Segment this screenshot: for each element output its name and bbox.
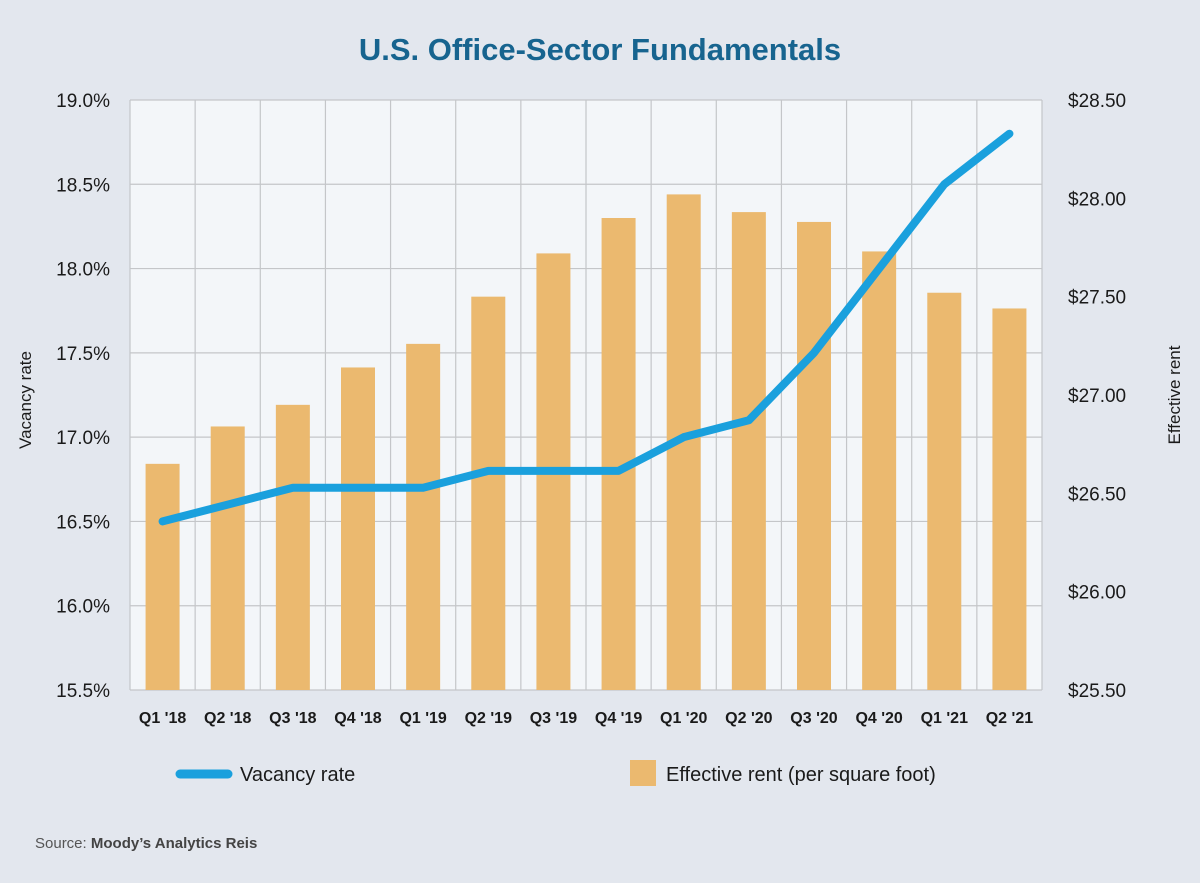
- legend-label-rent: Effective rent (per square foot): [666, 764, 936, 786]
- bar-effective-rent: [210, 426, 245, 690]
- x-tick-label: Q3 '18: [269, 710, 316, 727]
- source-name: Moody’s Analytics Reis: [91, 835, 257, 852]
- x-tick-label: Q1 '21: [921, 710, 968, 727]
- legend-bar-swatch: [630, 760, 656, 786]
- chart-title: U.S. Office-Sector Fundamentals: [359, 32, 841, 67]
- y-tick-left: 15.5%: [56, 681, 110, 702]
- bar-effective-rent: [601, 218, 636, 690]
- line-series: [158, 129, 1014, 526]
- source-prefix: Source:: [35, 835, 91, 852]
- bar-effective-rent: [406, 343, 441, 690]
- bar-effective-rent: [145, 463, 180, 690]
- x-tick-label: Q2 '21: [986, 710, 1033, 727]
- y-tick-right: $28.50: [1068, 91, 1126, 112]
- x-tick-label: Q3 '20: [790, 710, 837, 727]
- y-tick-right: $27.00: [1068, 386, 1126, 407]
- y-tick-left: 16.5%: [56, 512, 110, 533]
- x-tick-label: Q2 '18: [204, 710, 251, 727]
- x-tick-label: Q4 '18: [334, 710, 381, 727]
- y-tick-left: 19.0%: [56, 91, 110, 112]
- bar-effective-rent: [275, 404, 310, 690]
- x-tick-label: Q4 '20: [855, 710, 902, 727]
- legend: Vacancy rate Effective rent (per square …: [175, 760, 936, 786]
- bar-effective-rent: [927, 292, 962, 690]
- y-axis-left-title: Vacancy rate: [16, 351, 35, 449]
- y-tick-right: $25.50: [1068, 681, 1126, 702]
- y-tick-left: 18.0%: [56, 260, 110, 281]
- x-tick-label: Q2 '20: [725, 710, 772, 727]
- y-tick-right: $27.50: [1068, 288, 1126, 309]
- y-tick-left: 18.5%: [56, 175, 110, 196]
- bar-effective-rent: [341, 367, 375, 690]
- y-tick-right: $28.00: [1068, 189, 1126, 210]
- x-tick-label: Q4 '19: [595, 710, 642, 727]
- bar-effective-rent: [862, 251, 897, 690]
- legend-label-vacancy: Vacancy rate: [240, 764, 355, 786]
- y-tick-right: $26.50: [1068, 484, 1126, 505]
- x-tick-label: Q1 '20: [660, 710, 707, 727]
- bar-effective-rent: [797, 221, 831, 690]
- y-tick-left: 16.0%: [56, 597, 110, 618]
- y-tick-right: $26.00: [1068, 583, 1126, 604]
- x-tick-label: Q3 '19: [530, 710, 577, 727]
- y-tick-left: 17.0%: [56, 428, 110, 449]
- x-axis: Q1 '18 Q2 '18 Q3 '18 Q4 '18 Q1 '19 Q2 '19 Q3 '…: [139, 710, 1033, 727]
- bar-effective-rent: [731, 212, 766, 690]
- x-tick-label: Q1 '19: [399, 710, 446, 727]
- y-axis-right-title: Effective rent: [1165, 345, 1184, 444]
- line-vacancy-rate: [158, 129, 1014, 526]
- bar-effective-rent: [992, 308, 1027, 690]
- y-tick-left: 17.5%: [56, 344, 110, 365]
- y-axis-left: 15.5% 16.0% 16.5% 17.0% 17.5% 18.0% 18.5% 19.0%: [56, 91, 110, 702]
- source-note: Source: Moody’s Analytics Reis: [35, 835, 257, 852]
- y-axis-right: $25.50 $26.00 $26.50 $27.00 $27.50 $28.00 $28.…: [1068, 91, 1126, 702]
- bar-effective-rent: [471, 296, 506, 690]
- x-tick-label: Q2 '19: [465, 710, 512, 727]
- x-tick-label: Q1 '18: [139, 710, 186, 727]
